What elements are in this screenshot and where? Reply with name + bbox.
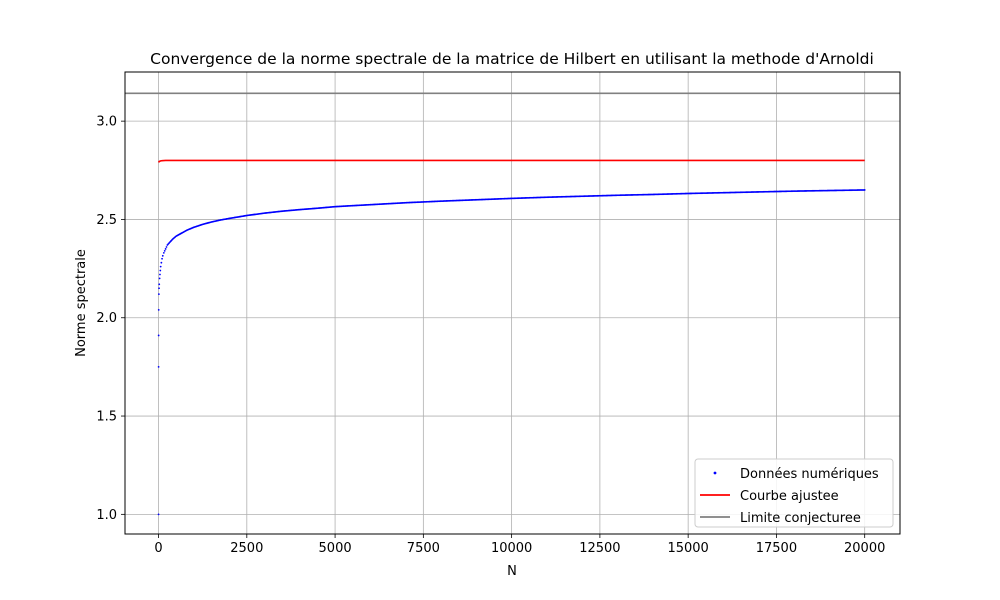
x-tick-label: 2500: [230, 541, 263, 556]
scatter-point: [164, 248, 167, 250]
scatter-point: [157, 365, 160, 368]
scatter-series: [157, 189, 866, 516]
y-tick-label: 1.0: [96, 508, 117, 523]
scatter-point: [158, 287, 160, 290]
x-tick-label: 17500: [756, 541, 797, 556]
plot-series: [125, 92, 900, 516]
x-tick-label: 5000: [319, 541, 352, 556]
scatter-point: [158, 277, 161, 280]
chart-title: Convergence de la norme spectrale de la …: [150, 50, 874, 68]
legend: Données numériques Courbe ajustee Limite c…: [694, 458, 894, 528]
scatter-point: [165, 246, 168, 248]
scatter-point: [158, 293, 160, 296]
scatter-point: [160, 261, 163, 264]
scatter-point: [157, 513, 160, 516]
y-tick-label: 2.0: [96, 311, 117, 326]
x-tick-label: 12500: [579, 541, 620, 556]
y-tick-label: 2.5: [96, 213, 117, 228]
x-tick-label: 20000: [844, 541, 885, 556]
scatter-point: [161, 257, 163, 260]
fitted-curve-line: [157, 159, 865, 163]
scatter-point: [161, 254, 164, 257]
y-tick-label: 1.5: [96, 410, 117, 425]
x-tick-label: 10000: [491, 541, 532, 556]
legend-box: [694, 458, 894, 528]
legend-label: Courbe ajustee: [740, 489, 839, 504]
plot-frame: [124, 71, 901, 535]
scatter-point: [162, 251, 165, 254]
x-tick-label: 15000: [667, 541, 708, 556]
scatter-point: [863, 189, 866, 191]
x-tick-label: 0: [154, 541, 162, 556]
legend-label: Données numériques: [740, 467, 879, 482]
scatter-point: [159, 265, 162, 268]
axis-ticks: 0 2500 5000 7500 10000 12500 15000 17500 20000 1.…: [96, 115, 885, 556]
scatter-point: [158, 283, 161, 286]
scatter-point: [163, 250, 166, 252]
scatter-point: [157, 334, 160, 337]
scatter-point: [159, 269, 162, 272]
scatter-point: [159, 273, 161, 276]
legend-marker: [713, 471, 717, 475]
x-tick-label: 7500: [407, 541, 440, 556]
scatter-point: [157, 308, 160, 311]
x-axis-label: N: [507, 564, 517, 579]
y-axis-label: Norme spectrale: [74, 249, 89, 357]
legend-label: Limite conjecturee: [740, 511, 861, 526]
y-tick-label: 3.0: [96, 115, 117, 130]
